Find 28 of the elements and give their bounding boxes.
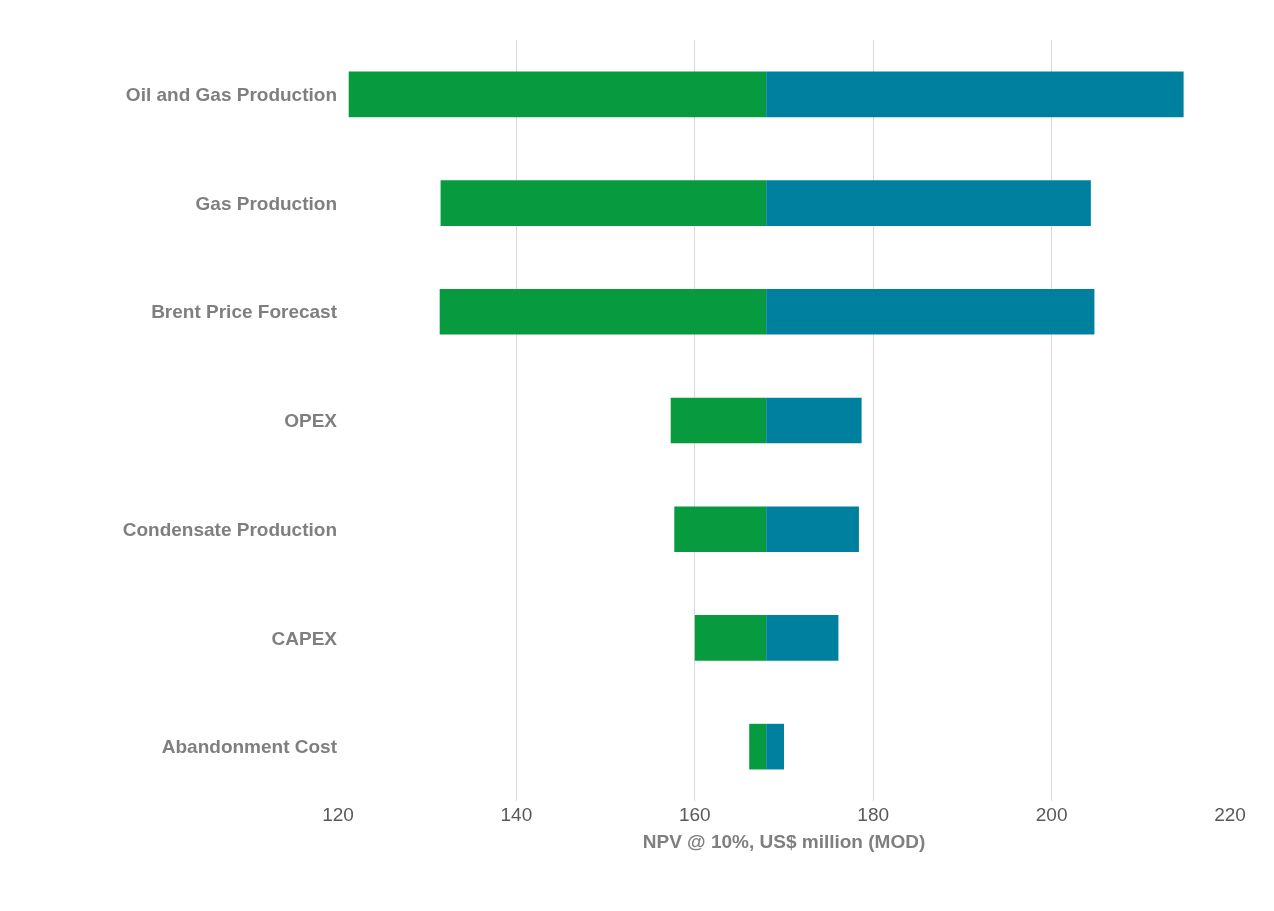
y-tick-label: Abandonment Cost: [161, 736, 338, 758]
bar: [674, 506, 767, 553]
x-tick-label: 160: [678, 804, 711, 825]
y-tick-label: Condensate Production: [122, 518, 337, 540]
bar: [440, 180, 767, 226]
bar: [766, 615, 839, 661]
y-tick-label: Oil and Gas Production: [125, 84, 337, 106]
x-tick-label: 140: [500, 804, 533, 825]
x-tick-label: 200: [1035, 804, 1068, 825]
y-tick-label: Gas Production: [195, 192, 337, 214]
x-tick-label: 220: [1214, 804, 1246, 825]
bar: [766, 723, 784, 770]
bar: [766, 397, 862, 444]
x-tick-label: 180: [857, 804, 890, 825]
bar: [749, 723, 767, 770]
bar: [694, 615, 767, 661]
bar: [348, 71, 767, 118]
x-tick-label: 120: [322, 804, 354, 825]
y-tick-label: Brent Price Forecast: [151, 301, 338, 323]
bar: [766, 288, 1095, 335]
bar: [766, 71, 1184, 118]
bar: [439, 288, 767, 335]
y-tick-label: CAPEX: [271, 627, 338, 649]
bar: [766, 506, 859, 553]
bar: [766, 180, 1091, 226]
x-axis-title: NPV @ 10%, US$ million (MOD): [642, 830, 926, 852]
y-tick-label: OPEX: [284, 410, 338, 432]
bar: [670, 397, 767, 444]
